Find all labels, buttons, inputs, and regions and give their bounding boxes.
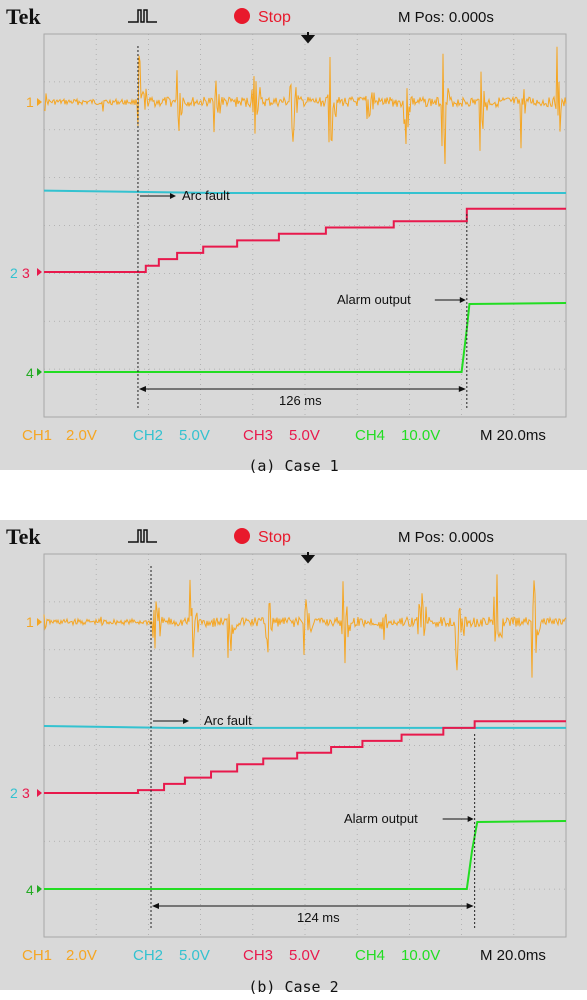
ch4-ground-marker-icon <box>37 885 42 893</box>
ch3-label: CH3 <box>243 947 273 964</box>
ch1-ground-marker-icon <box>37 98 42 106</box>
ch1-label: CH1 <box>22 427 52 444</box>
ch2-scale: 5.0V <box>179 427 210 444</box>
ch4-trace <box>44 820 567 890</box>
scope-panel-b: Tek Stop M Pos: 0.000s 1 2 3 4 Arc fault… <box>0 520 587 990</box>
arc-fault-label: Arc fault <box>182 188 230 203</box>
acquisition-status: Stop <box>258 9 291 26</box>
alarm-output-arrowhead-icon <box>459 297 466 303</box>
scope-plot-a: Tek Stop M Pos: 0.000s 1 2 3 4 Arc fault… <box>6 4 567 444</box>
ch4-marker: 4 <box>26 882 34 898</box>
ch3-label: CH3 <box>243 427 273 444</box>
stop-indicator-icon <box>234 528 250 544</box>
brand-label: Tek <box>6 4 41 29</box>
trigger-position-arrow-icon <box>300 552 316 564</box>
delay-arrowhead-right-icon <box>466 903 474 909</box>
alarm-output-label: Alarm output <box>344 811 418 826</box>
ch4-scale: 10.0V <box>401 947 440 964</box>
ch2-trace <box>43 189 566 195</box>
ch2-scale: 5.0V <box>179 947 210 964</box>
trigger-icon <box>128 9 157 23</box>
traces-b <box>43 574 567 890</box>
stop-indicator-icon <box>234 8 250 24</box>
ch1-scale: 2.0V <box>66 947 97 964</box>
ch4-label: CH4 <box>355 947 385 964</box>
grid-b <box>43 553 567 938</box>
acquisition-status: Stop <box>258 529 291 546</box>
ch4-trace <box>44 302 567 373</box>
timebase-readout: M 20.0ms <box>480 427 546 444</box>
ch3-marker: 3 <box>22 785 30 801</box>
ch1-ground-marker-icon <box>37 618 42 626</box>
caption-a: (a) Case 1 <box>248 457 339 475</box>
ch1-label: CH1 <box>22 947 52 964</box>
annotation-marks-b <box>37 566 476 929</box>
delay-arrowhead-left-icon <box>138 386 146 392</box>
scope-panel-a: Tek Stop M Pos: 0.000s 1 2 3 4 Arc fault… <box>0 0 587 470</box>
m-pos-readout: M Pos: 0.000s <box>398 529 494 546</box>
ch3-ground-marker-icon <box>37 789 42 797</box>
ch2-marker: 2 <box>10 265 18 281</box>
ch4-label: CH4 <box>355 427 385 444</box>
arc-fault-arrowhead-icon <box>183 718 190 724</box>
grid-a <box>43 33 567 418</box>
timebase-readout: M 20.0ms <box>480 947 546 964</box>
ch1-trace <box>43 46 567 165</box>
ch2-trace <box>43 724 566 729</box>
ch3-trace <box>44 720 566 794</box>
scope-screen-a <box>0 0 587 470</box>
ch2-marker: 2 <box>10 785 18 801</box>
ch1-trace <box>43 574 567 678</box>
ch1-scale: 2.0V <box>66 427 97 444</box>
arc-fault-arrowhead-icon <box>169 193 176 199</box>
ch3-ground-marker-icon <box>37 268 42 276</box>
delay-arrowhead-right-icon <box>458 386 466 392</box>
alarm-output-arrowhead-icon <box>467 816 474 822</box>
scope-screen-b <box>0 520 587 990</box>
trigger-icon <box>128 529 157 543</box>
trigger-position-arrow-icon <box>300 32 316 44</box>
ch3-scale: 5.0V <box>289 947 320 964</box>
alarm-output-label: Alarm output <box>337 292 411 307</box>
ch3-scale: 5.0V <box>289 427 320 444</box>
caption-b: (b) Case 2 <box>248 978 339 996</box>
m-pos-readout: M Pos: 0.000s <box>398 9 494 26</box>
delay-arrowhead-left-icon <box>152 903 160 909</box>
ch3-trace <box>44 207 566 273</box>
ch4-marker: 4 <box>26 365 34 381</box>
scope-plot-b: Tek Stop M Pos: 0.000s 1 2 3 4 Arc fault… <box>6 524 567 964</box>
ch1-marker: 1 <box>26 94 34 110</box>
brand-label: Tek <box>6 524 41 549</box>
ch1-marker: 1 <box>26 614 34 630</box>
traces-a <box>43 46 567 373</box>
delay-label: 124 ms <box>297 910 340 925</box>
ch2-label: CH2 <box>133 427 163 444</box>
ch4-ground-marker-icon <box>37 368 42 376</box>
ch2-label: CH2 <box>133 947 163 964</box>
annotation-marks-a <box>37 46 468 409</box>
ch3-marker: 3 <box>22 265 30 281</box>
delay-label: 126 ms <box>279 393 322 408</box>
arc-fault-label: Arc fault <box>204 713 252 728</box>
ch4-scale: 10.0V <box>401 427 440 444</box>
